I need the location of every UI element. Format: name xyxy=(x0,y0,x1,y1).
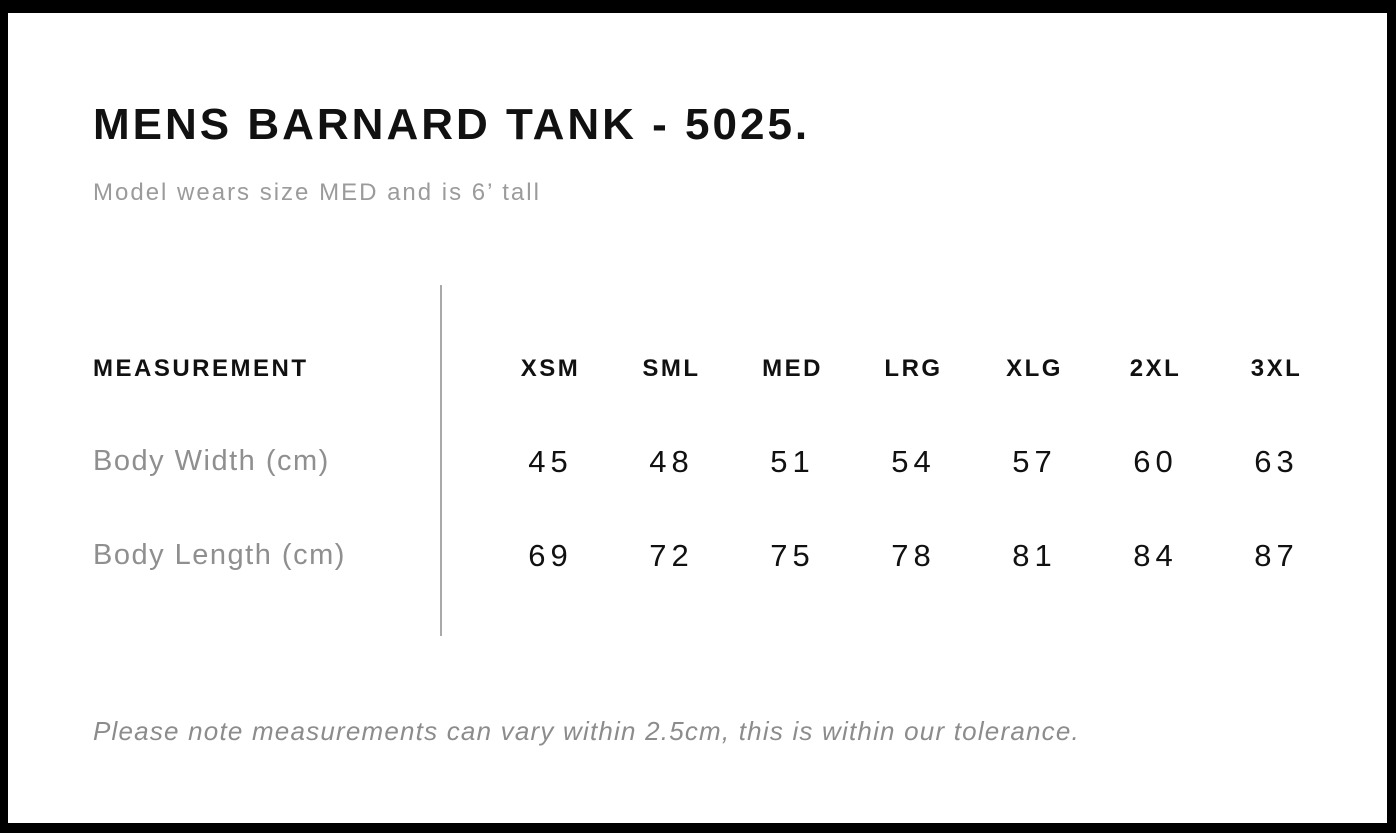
table-cell: 57 xyxy=(1012,443,1057,479)
table-cell: 45 xyxy=(528,443,573,479)
table-cell: 48 xyxy=(649,443,694,479)
table-cell: 60 xyxy=(1133,443,1178,479)
size-chart-table: MEASUREMENT XSM SML MED LRG XLG 2XL 3XL … xyxy=(93,285,1337,636)
size-column-header-xlg: XLG xyxy=(1006,355,1063,382)
table-row-body-width: Body Width (cm) 45 48 51 54 57 60 63 xyxy=(93,445,1337,477)
size-column-header-xsm: XSM xyxy=(520,355,581,382)
table-cell: 51 xyxy=(770,443,815,479)
table-cell: 81 xyxy=(1012,537,1057,573)
table-cell: 72 xyxy=(649,537,694,573)
table-cell: 54 xyxy=(891,443,936,479)
table-cell: 84 xyxy=(1133,537,1178,573)
size-column-header-sml: SML xyxy=(642,355,701,382)
table-cell: 69 xyxy=(528,537,573,573)
table-cell: 78 xyxy=(891,537,936,573)
page-title: MENS BARNARD TANK - 5025. xyxy=(93,100,811,149)
size-column-header-2xl: 2XL xyxy=(1129,355,1182,382)
tolerance-note: Please note measurements can vary within… xyxy=(93,716,1080,746)
size-column-header-lrg: LRG xyxy=(884,355,943,382)
size-column-header-med: MED xyxy=(762,355,823,382)
measurement-column-header: MEASUREMENT xyxy=(93,355,309,382)
row-label-body-length: Body Length (cm) xyxy=(93,538,346,571)
row-label-body-width: Body Width (cm) xyxy=(93,444,330,477)
size-column-header-3xl: 3XL xyxy=(1250,355,1303,382)
table-header-row: MEASUREMENT XSM SML MED LRG XLG 2XL 3XL xyxy=(93,353,1337,385)
table-cell: 63 xyxy=(1254,443,1299,479)
table-row-body-length: Body Length (cm) 69 72 75 78 81 84 87 xyxy=(93,539,1337,571)
table-cell: 75 xyxy=(770,537,815,573)
model-info-subtitle: Model wears size MED and is 6’ tall xyxy=(93,179,541,206)
table-divider xyxy=(440,285,442,636)
table-cell: 87 xyxy=(1254,537,1299,573)
